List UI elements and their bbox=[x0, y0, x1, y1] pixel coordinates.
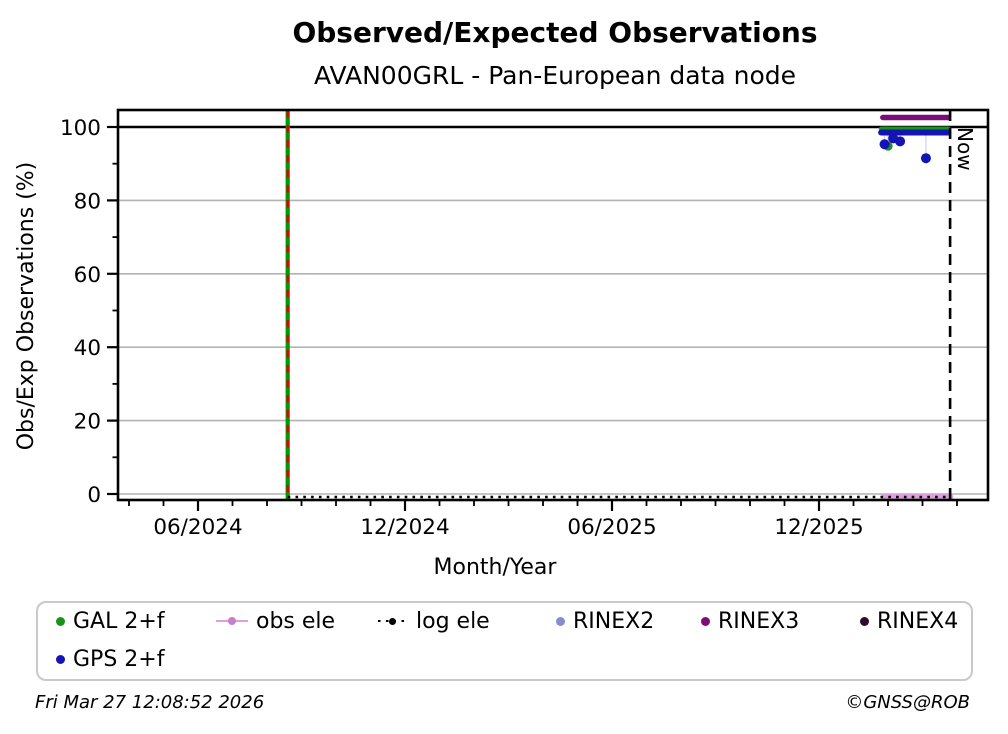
legend-label-log-ele: log ele bbox=[416, 608, 490, 634]
copyright: ©GNSS@ROB bbox=[845, 692, 970, 713]
legend: GAL 2+f obs ele log ele RINEX2 RINEX3 RI… bbox=[36, 601, 973, 681]
legend-label-gps-2f: GPS 2+f bbox=[73, 646, 165, 672]
x-tick-label: 06/2025 bbox=[567, 515, 656, 540]
legend-label-rinex3: RINEX3 bbox=[718, 608, 800, 634]
obs-ele-marker-icon bbox=[216, 615, 248, 627]
y-tick-label: 80 bbox=[74, 189, 101, 214]
rinex3-marker-icon bbox=[701, 616, 710, 626]
series-gps-2-f-outlier-point bbox=[895, 136, 906, 147]
legend-item-rinex3: RINEX3 bbox=[701, 608, 799, 634]
now-annotation: Now bbox=[953, 127, 977, 171]
log-ele-marker-icon bbox=[378, 615, 408, 627]
legend-label-rinex4: RINEX4 bbox=[877, 608, 959, 634]
legend-label-rinex2: RINEX2 bbox=[573, 608, 655, 634]
x-tick-label: 12/2025 bbox=[774, 515, 863, 540]
legend-item-rinex4: RINEX4 bbox=[860, 608, 958, 634]
series-gps-2-f-outlier-point bbox=[920, 153, 931, 164]
y-tick-label: 0 bbox=[87, 483, 101, 508]
rinex2-marker-icon bbox=[556, 616, 565, 626]
legend-item-rinex2: RINEX2 bbox=[556, 608, 654, 634]
y-tick-label: 40 bbox=[74, 336, 101, 361]
x-tick-label: 06/2024 bbox=[153, 515, 242, 540]
x-axis-label: Month/Year bbox=[433, 555, 557, 580]
series-gps-2-f-outlier-point bbox=[879, 139, 890, 150]
plot-frame bbox=[116, 108, 990, 502]
y-tick-label: 60 bbox=[74, 263, 101, 288]
chart-subtitle: AVAN00GRL - Pan-European data node bbox=[313, 61, 797, 90]
legend-item-log-ele: log ele bbox=[378, 608, 490, 634]
chart-title: Observed/Expected Observations bbox=[292, 16, 818, 49]
legend-item-gal-2f: GAL 2+f bbox=[56, 608, 165, 634]
y-axis-label: Obs/Exp Observations (%) bbox=[14, 161, 39, 451]
y-tick-label: 20 bbox=[74, 410, 101, 435]
rinex4-marker-icon bbox=[860, 616, 869, 626]
y-tick-label: 100 bbox=[60, 116, 101, 141]
plot-timestamp: Fri Mar 27 12:08:52 2026 bbox=[35, 692, 265, 713]
gps-2f-marker-icon bbox=[56, 654, 65, 664]
legend-label-gal-2f: GAL 2+f bbox=[73, 608, 165, 634]
legend-label-obs-ele: obs ele bbox=[256, 608, 336, 634]
x-tick-label: 12/2024 bbox=[360, 515, 449, 540]
legend-item-gps-2f: GPS 2+f bbox=[56, 646, 164, 672]
legend-item-obs-ele: obs ele bbox=[216, 608, 335, 634]
gal-2f-marker-icon bbox=[56, 616, 65, 626]
